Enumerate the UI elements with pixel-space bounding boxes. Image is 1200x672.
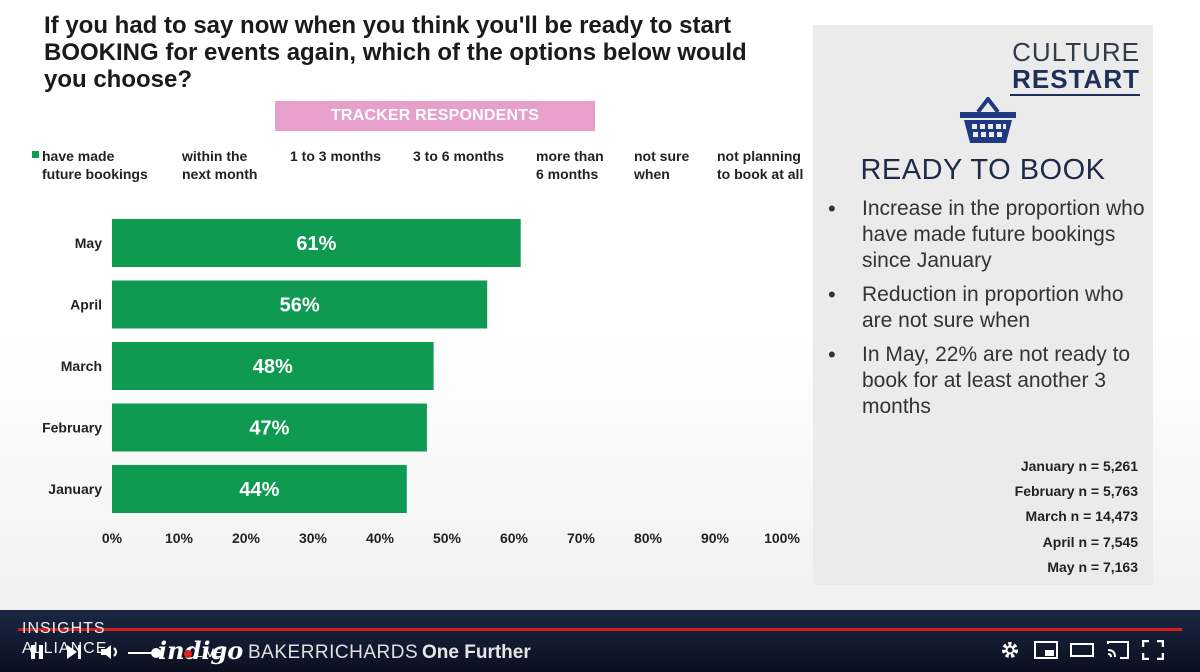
- slide-question: If you had to say now when you think you…: [44, 12, 747, 93]
- legend-item-3-to-6-months: 3 to 6 months: [413, 148, 505, 164]
- bar-value-label: 61%: [296, 233, 336, 255]
- culture-restart-logo: CULTURE RESTART: [1010, 38, 1140, 96]
- panel-bullet: Increase in the proportion who have made…: [826, 196, 1146, 274]
- x-tick-label: 90%: [701, 530, 730, 546]
- live-dot-icon: [184, 650, 192, 658]
- panel-bullet-list: Increase in the proportion who have made…: [826, 196, 1146, 428]
- category-label-may: May: [75, 235, 102, 251]
- x-tick-label: 0%: [102, 530, 123, 546]
- bar-april: [112, 280, 488, 329]
- legend-item-more-than-6-months: more than 6 months: [536, 148, 604, 182]
- bar-february: [112, 403, 427, 452]
- volume-slider[interactable]: [128, 648, 164, 658]
- miniplayer-icon[interactable]: [1034, 641, 1058, 659]
- sample-size-item: January n = 5,261: [1020, 458, 1138, 474]
- legend-item-not-sure-when: not sure when: [634, 148, 690, 182]
- bar-chart: 61% May 56% April 48% March 47% February 44% Janu…: [42, 219, 800, 546]
- bar-value-label: 47%: [249, 418, 289, 440]
- sponsor-baker-richards: BAKERRICHARDS: [248, 642, 419, 663]
- brand-line-restart: RESTART: [1010, 66, 1140, 96]
- fullscreen-icon[interactable]: [1142, 640, 1164, 660]
- sample-size-item: May n = 7,163: [1047, 558, 1138, 575]
- x-tick-label: 50%: [433, 530, 462, 546]
- cast-icon[interactable]: [1106, 640, 1130, 660]
- legend-item-within-next-month: within the next month: [182, 148, 258, 182]
- category-label-february: February: [42, 420, 102, 436]
- x-tick-label: 80%: [634, 530, 663, 546]
- panel-heading: READY TO BOOK: [860, 154, 1106, 186]
- x-tick-label: 20%: [232, 530, 261, 546]
- brand-line-culture: CULTURE: [1012, 37, 1140, 67]
- legend-item-not-planning: not planning to book at all: [717, 148, 804, 182]
- play-pause-icon[interactable]: [30, 644, 44, 660]
- live-label[interactable]: LIVE: [196, 646, 223, 660]
- video-player-bar: INSIGHTS ALLIANCE indigo BAKERRICHARDS O…: [0, 610, 1200, 672]
- sample-size-item: March n = 14,473: [1025, 508, 1138, 525]
- bar-march: [112, 342, 434, 390]
- x-tick-label: 60%: [500, 530, 529, 546]
- legend-item-made-future-bookings: have made future bookings: [42, 148, 148, 182]
- bar-value-label: 44%: [239, 479, 279, 501]
- x-tick-label: 40%: [366, 530, 395, 546]
- sponsor-one-further: One Further: [422, 642, 531, 663]
- category-label-march: March: [61, 358, 102, 374]
- bar-january: [112, 465, 407, 513]
- bar-may: [112, 219, 521, 267]
- volume-icon[interactable]: [100, 644, 120, 660]
- panel-bullet: Reduction in proportion who are not sure…: [826, 282, 1146, 334]
- legend-item-1-to-3-months: 1 to 3 months: [290, 148, 382, 164]
- x-tick-label: 70%: [567, 530, 596, 546]
- category-label-april: April: [70, 297, 102, 313]
- sponsor-indigo: indigo: [158, 636, 244, 665]
- panel-bullet: In May, 22% are not ready to book for at…: [826, 342, 1146, 420]
- sponsor-alliance: ALLIANCE: [22, 640, 108, 657]
- basket-icon: [960, 97, 1016, 143]
- sample-size-item: February n = 5,763: [1014, 483, 1138, 500]
- sample-size-item: April n = 7,545: [1042, 533, 1138, 550]
- settings-gear-icon[interactable]: [1000, 640, 1020, 660]
- tracker-respondents-badge: TRACKER RESPONDENTS: [275, 101, 595, 131]
- presentation-slide: If you had to say now when you think you…: [0, 0, 1200, 610]
- sponsor-insights: INSIGHTS: [22, 620, 106, 637]
- bar-value-label: 56%: [280, 295, 320, 317]
- theater-mode-icon[interactable]: [1070, 641, 1094, 659]
- category-label-january: January: [48, 481, 102, 497]
- legend-swatch-future-bookings: [32, 151, 39, 158]
- next-icon[interactable]: [66, 644, 82, 660]
- sample-size-list: January n = 5,261 February n = 5,763 Mar…: [960, 454, 1138, 580]
- bar-value-label: 48%: [253, 356, 293, 378]
- x-tick-label: 30%: [299, 530, 328, 546]
- x-tick-label: 10%: [165, 530, 194, 546]
- x-tick-label: 100%: [764, 530, 800, 546]
- progress-bar[interactable]: [18, 628, 1182, 631]
